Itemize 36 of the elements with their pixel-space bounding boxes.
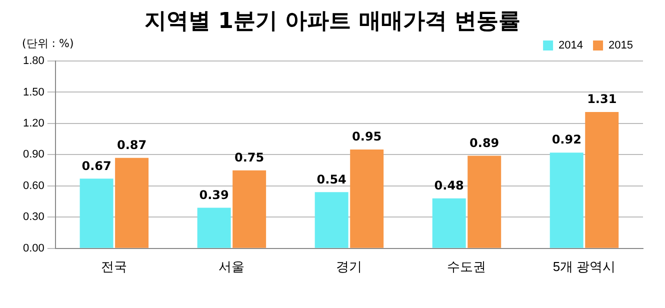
data-label: 0.95 — [352, 130, 382, 144]
bar — [432, 198, 466, 248]
bar — [468, 156, 502, 248]
data-label: 0.87 — [116, 138, 147, 152]
data-label: 0.89 — [470, 136, 500, 150]
bar — [80, 178, 114, 248]
y-tick-label: 0.60 — [22, 180, 44, 192]
bar — [115, 158, 149, 248]
y-tick-label: 0.30 — [22, 211, 44, 224]
bar — [314, 192, 348, 248]
data-label: 0.92 — [552, 132, 582, 147]
bar — [350, 149, 384, 248]
x-tick-label: 서울 — [218, 258, 245, 274]
legend-label: 2015 — [608, 40, 634, 52]
y-tick-label: 1.20 — [22, 118, 44, 130]
x-tick-label: 수도권 — [447, 258, 486, 274]
data-label: 0.48 — [434, 178, 464, 193]
y-tick-label: 1.80 — [22, 55, 44, 68]
data-label: 0.54 — [316, 172, 346, 186]
data-label: 1.31 — [587, 92, 617, 106]
chart-title: 지역별 1분기 아파트 매매가격 변동률 — [144, 8, 522, 36]
data-label: 0.39 — [199, 188, 229, 202]
x-tick-label: 5개 광역시 — [552, 258, 616, 274]
y-tick-label: 1.50 — [22, 86, 44, 98]
bar — [197, 208, 231, 248]
legend-label: 2014 — [558, 40, 584, 52]
data-label: 0.75 — [234, 150, 264, 164]
data-label: 0.67 — [82, 158, 112, 173]
x-tick-label: 전국 — [101, 258, 128, 274]
bar — [550, 152, 584, 248]
y-tick-label: 0.90 — [22, 148, 44, 161]
bar — [585, 112, 619, 248]
bar — [232, 170, 266, 248]
y-axis-title: (단위 : %) — [22, 36, 74, 51]
x-tick-label: 경기 — [336, 258, 362, 274]
y-tick-label: 0.00 — [22, 242, 44, 254]
